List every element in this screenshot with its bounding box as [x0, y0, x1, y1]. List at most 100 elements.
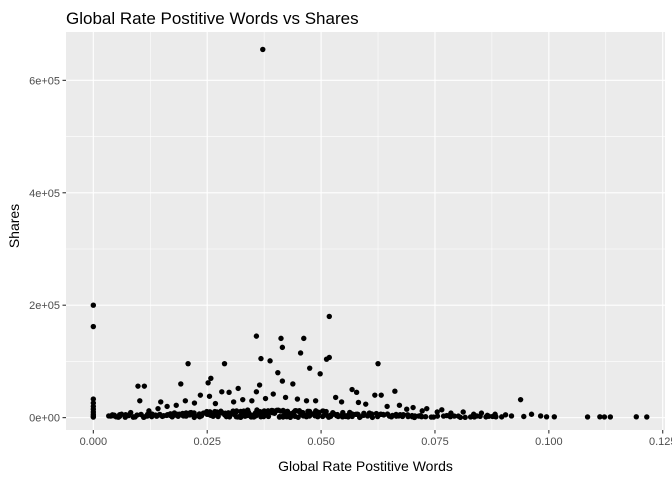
data-point: [244, 409, 251, 416]
data-point: [502, 412, 509, 418]
data-point: [644, 414, 650, 420]
data-point: [448, 410, 454, 416]
data-point: [378, 392, 384, 398]
x-tick-label: 0.100: [535, 436, 563, 448]
data-point: [551, 414, 558, 420]
data-point: [275, 369, 281, 376]
data-point: [271, 410, 278, 416]
data-point: [278, 335, 284, 342]
y-axis: 0e+00 2e+05 4e+05 6e+05: [29, 75, 66, 425]
data-point: [419, 408, 425, 414]
data-point: [373, 410, 380, 417]
grid-major: [66, 32, 665, 430]
data-point: [369, 411, 375, 417]
data-point: [221, 360, 228, 367]
data-point: [517, 396, 524, 403]
data-point: [226, 389, 232, 396]
data-point: [256, 409, 262, 415]
data-point: [543, 414, 550, 420]
data-point: [233, 408, 240, 414]
data-point: [182, 411, 189, 417]
plot-panel: [66, 32, 665, 430]
data-point: [206, 393, 213, 399]
data-point: [521, 413, 527, 420]
data-point: [178, 381, 184, 387]
data-point: [174, 411, 181, 418]
data-point: [355, 399, 362, 406]
data-point: [191, 400, 198, 406]
data-point: [315, 409, 322, 415]
data-point: [279, 344, 286, 351]
x-axis: 0.000 0.025 0.050 0.075 0.100 0.125: [80, 430, 672, 448]
data-point: [90, 396, 97, 402]
data-point: [127, 409, 134, 416]
data-point: [218, 409, 224, 415]
data-point: [434, 409, 440, 415]
data-point: [460, 409, 466, 415]
data-point: [282, 394, 289, 401]
x-tick-label: 0.125: [649, 436, 672, 448]
data-point: [317, 371, 323, 377]
data-point: [363, 401, 369, 407]
data-point: [372, 392, 378, 398]
data-point: [294, 396, 301, 402]
data-point: [422, 414, 429, 420]
data-point: [256, 382, 263, 388]
data-point: [411, 414, 418, 421]
data-point: [205, 380, 211, 386]
data-point: [191, 414, 197, 421]
data-point: [185, 360, 191, 367]
data-point: [208, 375, 214, 381]
data-point: [399, 413, 406, 420]
data-point: [332, 394, 339, 401]
data-point: [155, 405, 161, 412]
data-point: [137, 398, 143, 404]
data-point: [182, 398, 189, 404]
data-point: [267, 358, 273, 364]
data-point: [384, 403, 390, 410]
data-point: [135, 383, 141, 389]
data-point: [334, 413, 340, 419]
data-point: [219, 389, 225, 395]
data-point: [323, 408, 329, 415]
data-point: [508, 413, 515, 419]
data-point: [601, 414, 608, 420]
data-point: [361, 410, 367, 417]
x-tick-label: 0.050: [307, 436, 335, 448]
y-tick-label: 0e+00: [29, 413, 60, 425]
data-point: [212, 400, 219, 407]
y-tick-label: 4e+05: [29, 188, 60, 200]
x-axis-title: Global Rate Postitive Words: [278, 458, 453, 474]
data-point: [439, 407, 445, 413]
data-point: [396, 402, 403, 408]
data-point: [380, 411, 386, 418]
data-point: [484, 412, 491, 419]
data-point: [90, 302, 97, 308]
data-point: [633, 414, 640, 420]
data-point: [253, 333, 260, 339]
data-point: [306, 365, 313, 371]
data-point: [434, 413, 441, 419]
chart-title: Global Rate Postitive Words vs Shares: [66, 9, 359, 28]
data-point: [261, 408, 267, 414]
data-point: [90, 323, 97, 330]
data-point: [418, 413, 425, 420]
data-point: [404, 406, 410, 412]
x-tick-label: 0.025: [193, 436, 221, 448]
data-point: [164, 403, 170, 410]
data-point: [338, 399, 345, 405]
data-point: [384, 411, 391, 417]
data-point: [301, 335, 307, 342]
data-point: [528, 411, 535, 417]
data-point: [315, 414, 321, 420]
data-point: [584, 414, 591, 420]
data-point: [404, 412, 411, 418]
data-point: [470, 411, 477, 417]
data-point: [457, 414, 464, 421]
data-point: [258, 355, 264, 362]
data-point: [159, 413, 166, 420]
data-point: [303, 398, 310, 404]
data-point: [424, 405, 430, 412]
